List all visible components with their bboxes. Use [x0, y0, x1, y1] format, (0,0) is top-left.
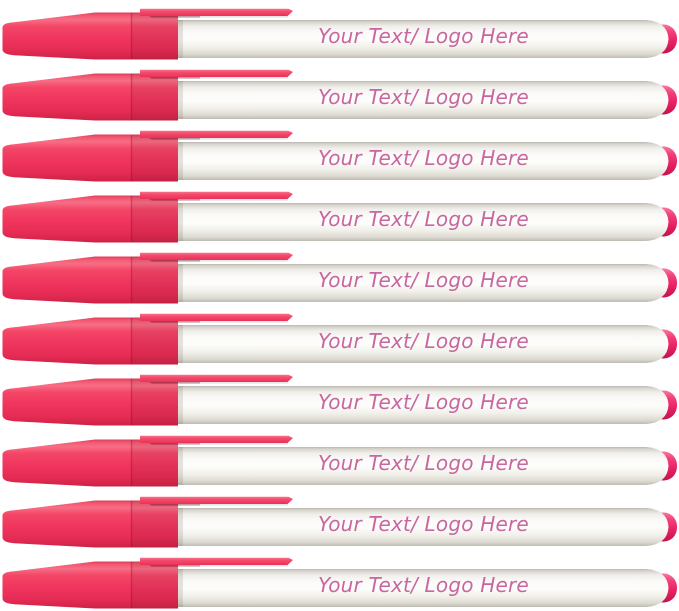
pen: Your Text/ Logo Here — [0, 252, 679, 308]
pen: Your Text/ Logo Here — [0, 374, 679, 430]
pen: Your Text/ Logo Here — [0, 557, 679, 611]
pen-imprint-text: Your Text/ Logo Here — [318, 329, 529, 353]
pen-imprint-text: Your Text/ Logo Here — [318, 24, 529, 48]
pen-imprint-text: Your Text/ Logo Here — [318, 85, 529, 109]
pen: Your Text/ Logo Here — [0, 191, 679, 247]
pen-imprint-text: Your Text/ Logo Here — [318, 390, 529, 414]
pen: Your Text/ Logo Here — [0, 313, 679, 369]
pen-imprint-text: Your Text/ Logo Here — [318, 268, 529, 292]
pen-imprint-text: Your Text/ Logo Here — [318, 451, 529, 475]
pen: Your Text/ Logo Here — [0, 130, 679, 186]
pen: Your Text/ Logo Here — [0, 69, 679, 125]
pen: Your Text/ Logo Here — [0, 435, 679, 491]
pen: Your Text/ Logo Here — [0, 8, 679, 64]
pen-imprint-text: Your Text/ Logo Here — [318, 207, 529, 231]
pen-imprint-text: Your Text/ Logo Here — [318, 146, 529, 170]
pen: Your Text/ Logo Here — [0, 496, 679, 552]
pen-imprint-text: Your Text/ Logo Here — [318, 512, 529, 536]
pen-imprint-text: Your Text/ Logo Here — [318, 573, 529, 597]
